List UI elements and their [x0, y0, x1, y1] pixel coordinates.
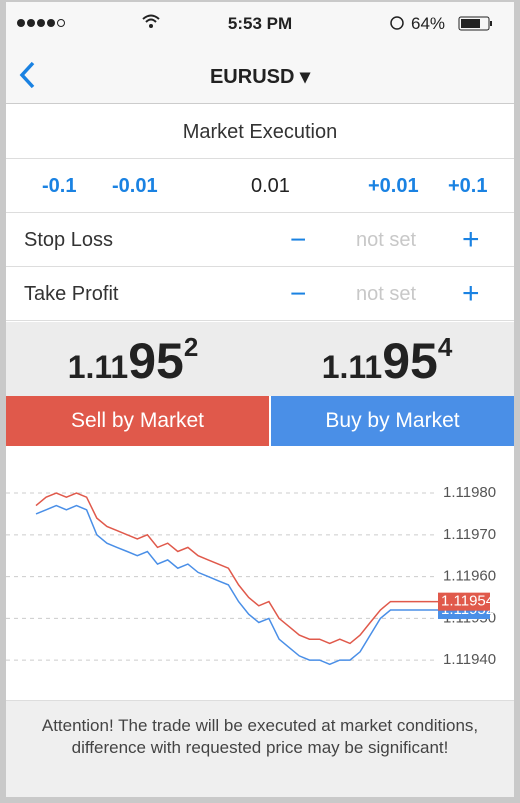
volume-step[interactable]: +0.1	[448, 175, 488, 197]
price-prefix: 1.11	[321, 349, 383, 385]
volume-step[interactable]: +0.01	[368, 175, 419, 197]
price-chart: 1.119801.119701.119601.119501.119401.119…	[6, 484, 496, 668]
take-profit-row: Take Profit − not set +	[6, 267, 514, 321]
price-badge	[438, 592, 490, 611]
price-pip: 4	[437, 332, 453, 362]
minus-button[interactable]: −	[290, 224, 307, 255]
minus-button[interactable]: −	[290, 278, 307, 309]
y-tick-label: 1.11980	[443, 484, 496, 501]
row-label: Stop Loss	[24, 229, 113, 251]
order-type[interactable]: Market Execution	[6, 105, 514, 159]
y-tick-label: 1.11940	[443, 651, 496, 668]
sell-button[interactable]: Sell by Market	[6, 396, 269, 446]
buy-text: Buy by Market	[325, 409, 460, 432]
time: 5:53 PM	[227, 14, 293, 33]
ask-price: 1.11954	[260, 332, 514, 390]
battery-text: 64%	[411, 14, 446, 33]
plus-button[interactable]: +	[462, 223, 480, 256]
price-line	[35, 504, 431, 666]
price-band	[6, 322, 514, 396]
row-value[interactable]: not set	[356, 283, 417, 305]
order-type-text: Market Execution	[182, 121, 338, 143]
row-value[interactable]: not set	[356, 229, 417, 251]
back-button[interactable]	[18, 60, 38, 90]
symbol-title[interactable]: EURUSD ▾	[209, 66, 311, 88]
price-big: 95	[128, 333, 184, 389]
volume-value[interactable]: 0.01	[251, 175, 290, 197]
stop-loss-row: Stop Loss − not set +	[6, 213, 514, 267]
notice-text: Attention! The trade will be executed at…	[41, 716, 479, 757]
sell-text: Sell by Market	[70, 409, 205, 432]
volume-row: -0.1 -0.01 0.01 +0.01 +0.1	[6, 159, 514, 213]
y-tick-label: 1.11970	[443, 526, 496, 543]
volume-step[interactable]: -0.1	[42, 175, 77, 197]
status-bar: 5:53 PM 64%	[6, 2, 514, 46]
row-label: Take Profit	[24, 283, 119, 305]
buy-button[interactable]: Buy by Market	[271, 396, 514, 446]
price-prefix: 1.11	[67, 349, 129, 385]
volume-step[interactable]: -0.01	[112, 175, 158, 197]
plus-button[interactable]: +	[462, 277, 480, 310]
price-badge-text: 1.11954	[441, 593, 494, 610]
battery-icon	[390, 16, 492, 31]
notice: Attention! The trade will be executed at…	[6, 700, 514, 797]
price-big: 95	[382, 333, 438, 389]
y-tick-label: 1.11960	[443, 568, 496, 585]
bid-price: 1.11952	[6, 332, 260, 390]
nav-bar: EURUSD ▾	[6, 46, 514, 104]
wifi-icon	[142, 14, 160, 28]
signal-icon	[17, 19, 65, 27]
price-pip: 2	[183, 332, 199, 362]
price-line	[35, 492, 431, 645]
